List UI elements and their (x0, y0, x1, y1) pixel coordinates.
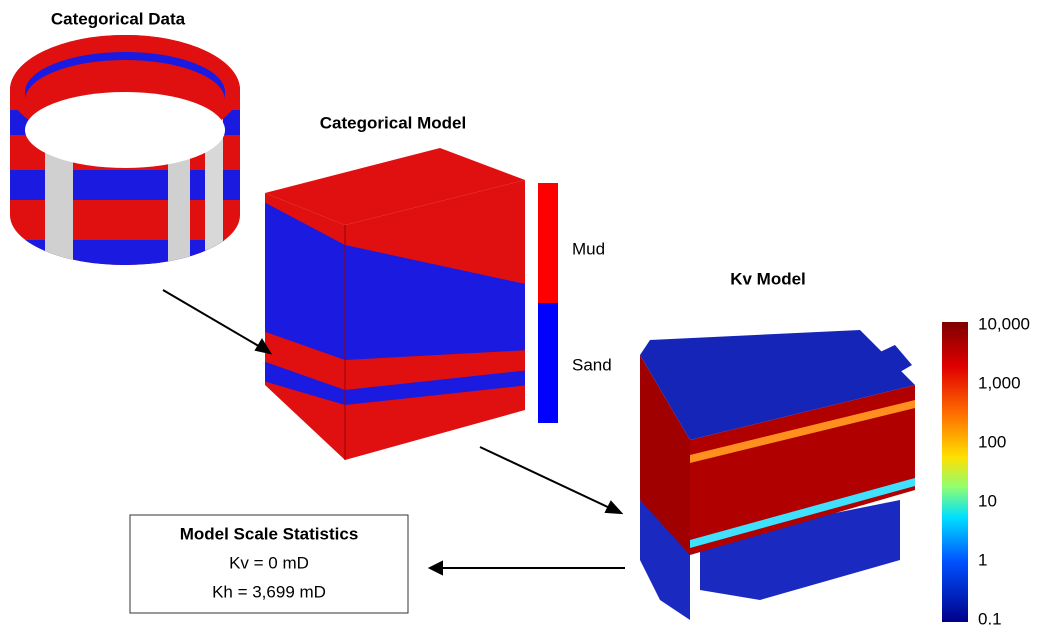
panel-title: Kv Model (730, 269, 806, 288)
stats-line: Kv = 0 mD (229, 553, 309, 572)
cylinder-opening (25, 92, 225, 168)
panel-title: Categorical Data (51, 9, 186, 28)
stats-line: Kh = 3,699 mD (212, 582, 326, 601)
colorbar-label: 1 (978, 550, 987, 569)
legend-sand (538, 303, 558, 423)
colorbar (942, 322, 968, 622)
arrow-head (606, 502, 621, 513)
panel-title: Categorical Model (320, 113, 466, 132)
legend-label: Mud (572, 239, 605, 258)
stats-title: Model Scale Statistics (180, 524, 359, 543)
arrow (480, 447, 612, 509)
legend-label: Sand (572, 355, 612, 374)
colorbar-label: 0.1 (978, 609, 1002, 628)
colorbar-label: 1,000 (978, 373, 1021, 392)
colorbar-label: 100 (978, 432, 1006, 451)
colorbar-label: 10,000 (978, 314, 1030, 333)
colorbar-labels: 10,000 1,000 100 10 1 0.1 (978, 314, 1030, 628)
arrow-head (430, 562, 442, 574)
diagram: Categorical Data Categorical Model Kv Mo… (0, 0, 1050, 628)
arrow (163, 290, 262, 348)
legend-mud (538, 183, 558, 303)
colorbar-label: 10 (978, 491, 997, 510)
